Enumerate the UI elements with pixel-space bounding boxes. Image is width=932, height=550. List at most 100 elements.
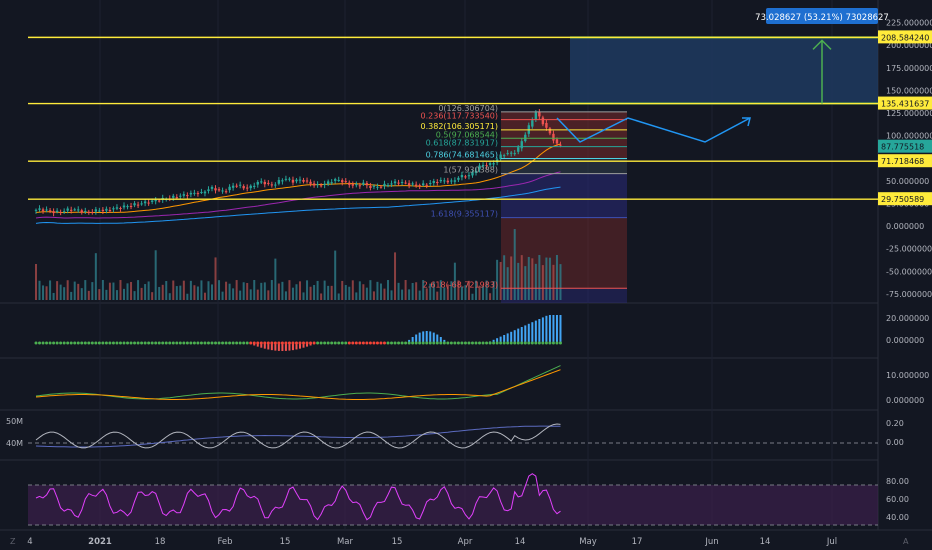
candle-body <box>552 133 555 141</box>
fib-blue-zone <box>501 173 627 218</box>
price-label-box-3 <box>878 154 932 168</box>
zoom-corner-label: Z <box>10 537 16 546</box>
candle-body <box>207 189 210 191</box>
volume-bar <box>45 286 48 300</box>
histogram-bar <box>295 343 298 350</box>
candle-body <box>393 181 397 184</box>
histogram-dot <box>164 341 168 345</box>
candle-body <box>203 191 207 194</box>
histogram-dot <box>481 341 485 345</box>
histogram-dot <box>168 341 172 345</box>
histogram-dot <box>115 341 119 345</box>
histogram-dot <box>428 341 432 345</box>
candle-body <box>284 178 288 180</box>
histogram-dot <box>52 341 56 345</box>
candle-body <box>253 185 256 187</box>
volume-bar <box>429 283 432 300</box>
candle-body <box>98 210 101 212</box>
histogram-dot <box>404 341 408 345</box>
histogram-dot <box>273 341 277 345</box>
histogram-dot <box>386 341 390 345</box>
candle-body <box>274 184 277 186</box>
histogram-dot <box>69 341 73 345</box>
price-tick-5: 100.000000 <box>886 132 932 141</box>
candle-body <box>355 184 358 186</box>
histogram-dot <box>446 341 450 345</box>
projection-path[interactable]: 73.028627 (53.21%) 73028627 <box>556 8 889 143</box>
time-tick-3: Feb <box>217 537 232 547</box>
histogram-dot <box>449 341 453 345</box>
volume-bar <box>63 287 66 300</box>
histogram-dot <box>118 341 122 345</box>
candle-body <box>172 195 175 198</box>
rsi-panel <box>28 473 878 526</box>
candle-body <box>344 181 347 183</box>
price-axis[interactable]: 225.000000 200.000000 175.000000 150.000000… <box>878 19 932 522</box>
candle-body <box>238 184 242 186</box>
volume-bar <box>302 292 305 300</box>
candle-body <box>369 186 372 188</box>
horizontal-levels[interactable] <box>28 36 878 200</box>
histogram-dot <box>133 341 137 345</box>
histogram-dot <box>305 341 309 345</box>
volume-bar <box>436 291 439 300</box>
histogram-bar <box>538 319 541 343</box>
fib-label-0: 0(126.306704) <box>438 104 498 113</box>
histogram-bar <box>531 322 534 343</box>
volume-bar <box>394 252 397 300</box>
histogram-bar <box>425 331 428 343</box>
candle-body <box>112 208 115 210</box>
fib-label-7: 1.618(9.355117) <box>431 210 498 219</box>
candle-body <box>418 185 421 187</box>
histogram-dot <box>407 341 411 345</box>
volume-bar <box>327 285 330 300</box>
histogram-dot <box>87 341 91 345</box>
histogram-dot <box>551 341 555 345</box>
candle-body <box>323 183 326 186</box>
candle-body <box>182 194 186 196</box>
volume-bar <box>73 281 76 300</box>
volume-bar <box>126 283 129 300</box>
volume-bar <box>144 284 147 300</box>
histogram-dot <box>537 341 541 345</box>
candle-body <box>439 179 442 182</box>
time-axis[interactable]: 4 2021 18 Feb 15 Mar 15 Apr 14 May 17 Jun 14 Jul Z A <box>10 537 909 547</box>
histogram-dot <box>182 341 186 345</box>
histogram-bar <box>429 331 432 343</box>
histogram-dot <box>502 341 506 345</box>
histogram-dot <box>136 341 140 345</box>
histogram-dot <box>298 341 302 345</box>
volume-bar <box>453 262 456 300</box>
volume-bar <box>203 292 206 300</box>
fibonacci-levels[interactable]: 0(126.306704)0.236(117.733540)0.382(106.… <box>421 104 628 289</box>
volume-bar <box>548 257 551 300</box>
candle-body <box>302 179 305 182</box>
volume-bar <box>503 255 506 300</box>
histogram-bar <box>436 334 439 343</box>
histogram-dot <box>375 341 379 345</box>
price-label-box-2 <box>878 139 932 153</box>
volume-bar <box>151 292 154 300</box>
histogram-dot <box>55 341 59 345</box>
volume-bar <box>147 281 150 300</box>
histogram-dot <box>435 341 439 345</box>
volume-bar <box>492 281 495 300</box>
histogram-dot <box>509 341 513 345</box>
histogram-dot <box>206 341 210 345</box>
histogram-dot <box>291 341 295 345</box>
histogram-dot <box>80 341 84 345</box>
volume-bar <box>98 289 101 300</box>
histogram-bar <box>541 317 544 343</box>
histogram-dot <box>217 341 221 345</box>
volume-bar <box>422 280 425 300</box>
oscillator-panel: 50M 40M <box>6 417 878 449</box>
volume-bar <box>446 284 449 300</box>
candle-body <box>62 211 66 213</box>
ma-blue-line <box>35 186 561 224</box>
volume-bar <box>211 284 213 300</box>
histogram-dot <box>104 341 108 345</box>
histogram-dot <box>316 341 320 345</box>
volume-bar <box>196 286 199 300</box>
candle-body <box>467 175 471 177</box>
